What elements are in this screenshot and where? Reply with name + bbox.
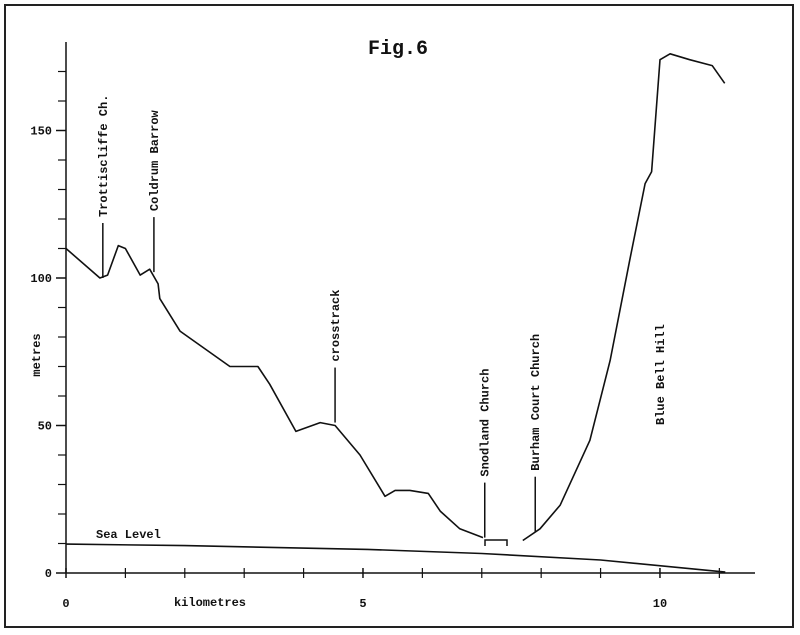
annotation: Snodland Church: [479, 369, 493, 477]
break-bracket: [484, 539, 508, 546]
y-tick-label: 50: [38, 420, 52, 434]
frame: [4, 4, 794, 628]
chart-title: Fig.6: [368, 38, 428, 61]
x-axis-label: kilometres: [174, 596, 246, 610]
series-line: [65, 53, 726, 542]
y-tick-label: 0: [45, 567, 52, 581]
annotation: Burham Court Church: [529, 334, 543, 471]
x-tick-label: 5: [359, 597, 366, 611]
series-line: [65, 543, 726, 573]
series-label: Sea Level: [96, 528, 161, 542]
x-tick-label: 10: [653, 597, 667, 611]
y-axis-label: metres: [30, 333, 44, 376]
annotation: Blue Bell Hill: [654, 324, 668, 425]
y-tick-label: 100: [30, 272, 52, 286]
y-tick-label: 150: [30, 125, 52, 139]
x-tick-label: 0: [62, 597, 69, 611]
annotation: Coldrum Barrow: [148, 109, 162, 211]
annotation: Trottiscliffe Ch.: [97, 95, 111, 217]
annotation: crosstrack: [329, 290, 343, 362]
